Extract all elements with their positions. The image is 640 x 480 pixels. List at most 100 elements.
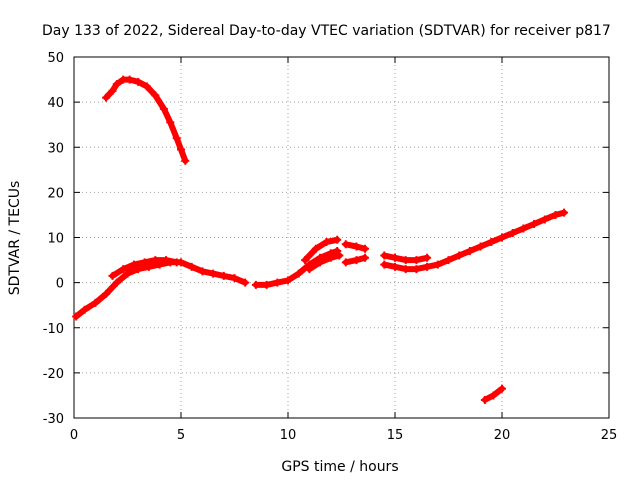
- series-arc-mid-lower: [306, 252, 343, 273]
- data-point: [361, 253, 370, 262]
- data-point: [91, 298, 100, 307]
- data-point: [129, 260, 138, 269]
- data-point: [162, 256, 171, 265]
- data-point: [465, 247, 474, 256]
- series-group: [72, 75, 569, 404]
- data-point: [159, 104, 168, 113]
- x-tick-label: 15: [387, 428, 404, 443]
- data-point: [487, 238, 496, 247]
- data-point: [273, 278, 282, 287]
- data-point: [262, 280, 271, 289]
- data-point: [333, 235, 342, 244]
- y-tick-label: 20: [47, 186, 64, 201]
- data-point: [108, 271, 117, 280]
- data-point: [72, 312, 81, 321]
- data-point: [560, 208, 569, 217]
- data-point: [480, 395, 489, 404]
- series-arc-mid-upper: [302, 236, 341, 264]
- data-point: [476, 242, 485, 251]
- data-point: [401, 256, 410, 265]
- y-tick-label: 50: [47, 51, 64, 66]
- data-point: [322, 238, 331, 247]
- y-tick-label: 40: [47, 96, 64, 111]
- data-point: [433, 260, 442, 269]
- data-point: [181, 156, 190, 165]
- data-point: [335, 251, 344, 260]
- data-point: [142, 82, 151, 91]
- grid: [74, 57, 609, 418]
- data-point: [551, 210, 560, 219]
- data-point: [444, 256, 453, 265]
- data-point: [177, 145, 185, 154]
- data-point: [251, 280, 260, 289]
- data-point: [209, 269, 218, 278]
- data-point: [352, 256, 361, 265]
- x-axis-label: GPS time / hours: [281, 459, 398, 475]
- data-point: [326, 253, 335, 262]
- data-point: [412, 256, 421, 265]
- data-point: [151, 256, 160, 265]
- y-tick-label: 0: [56, 277, 64, 292]
- data-point: [316, 258, 325, 267]
- data-point: [172, 134, 181, 143]
- data-point: [498, 384, 506, 393]
- data-point: [134, 77, 143, 86]
- data-point: [241, 278, 250, 287]
- data-point: [361, 244, 370, 253]
- data-point: [172, 258, 181, 267]
- data-point: [311, 244, 320, 253]
- y-tick-label: -30: [43, 412, 64, 427]
- data-point: [80, 305, 89, 314]
- y-tick-label: 30: [47, 141, 64, 156]
- x-tick-label: 10: [280, 428, 297, 443]
- data-point: [112, 80, 121, 89]
- data-point: [540, 215, 549, 224]
- y-tick-label: -10: [43, 322, 64, 337]
- data-point: [123, 269, 132, 278]
- data-point: [498, 233, 506, 242]
- data-point: [119, 265, 128, 274]
- data-point: [423, 262, 432, 271]
- data-point: [489, 391, 498, 400]
- data-point: [294, 269, 303, 278]
- series-arc-main: [73, 259, 249, 320]
- data-point: [352, 242, 361, 251]
- x-tick-label: 25: [601, 428, 618, 443]
- series-arc-mid: [252, 248, 341, 288]
- data-point: [508, 228, 517, 237]
- data-point: [530, 219, 539, 228]
- data-point: [187, 262, 196, 271]
- data-point: [284, 276, 292, 285]
- data-point: [230, 274, 239, 283]
- data-point: [401, 265, 410, 274]
- data-point: [391, 262, 399, 271]
- data-point: [112, 278, 121, 287]
- y-axis-label: SDTVAR / TECUs: [7, 181, 23, 296]
- data-point: [455, 251, 464, 260]
- data-point: [102, 289, 111, 298]
- data-point: [301, 256, 310, 265]
- data-point: [108, 86, 117, 95]
- data-point: [380, 260, 389, 269]
- data-point: [151, 91, 160, 100]
- axis-ticks: 0 5 10 15 20 25 -30 -20 -10 0 10 20 30 40 50: [43, 51, 618, 443]
- data-point: [305, 265, 314, 274]
- data-point: [341, 258, 350, 267]
- x-tick-label: 5: [177, 428, 185, 443]
- data-point: [102, 93, 111, 102]
- data-point: [519, 224, 528, 233]
- data-point: [166, 118, 175, 127]
- data-point: [380, 251, 389, 260]
- data-point: [140, 258, 149, 267]
- y-tick-label: 10: [47, 232, 64, 247]
- data-point: [198, 267, 207, 276]
- y-tick-label: -20: [43, 367, 64, 382]
- x-tick-label: 0: [70, 428, 78, 443]
- data-point: [412, 265, 421, 274]
- data-point: [125, 75, 134, 84]
- data-point: [219, 271, 228, 280]
- data-point: [391, 253, 399, 262]
- x-tick-label: 20: [494, 428, 511, 443]
- data-point: [341, 240, 350, 249]
